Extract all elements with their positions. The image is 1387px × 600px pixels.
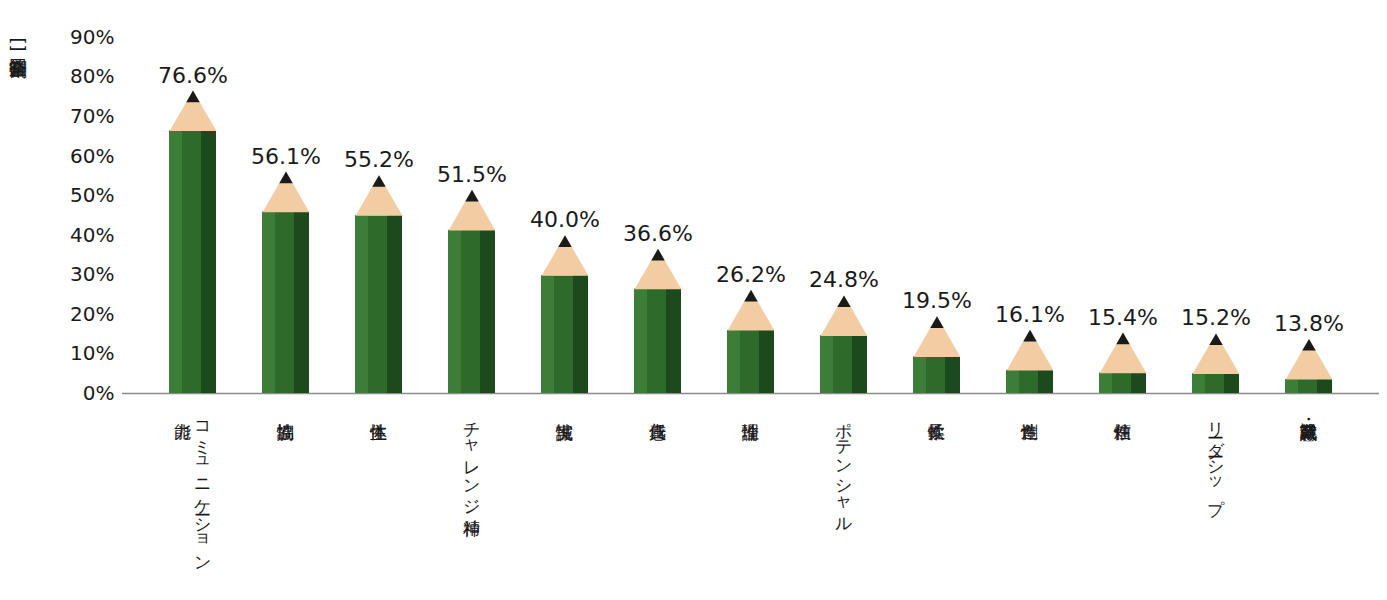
svg-text:信頼性: 信頼性 [1114,424,1132,441]
svg-text:職業観・就業意識: 職業観・就業意識 [1300,417,1318,442]
html-text:柔軟性: 柔軟性 [927,409,947,410]
svg-text:40%: 40% [70,223,114,247]
html-text:論理性: 論理性 [741,409,761,410]
svg-text:誠実性: 誠実性 [556,424,574,442]
svg-text:51.5%: 51.5% [437,162,507,187]
svg-text:36.6%: 36.6% [623,221,693,246]
svg-text:24.8%: 24.8% [809,267,879,292]
svg-text:責任感: 責任感 [649,423,667,441]
svg-text:40.0%: 40.0% [530,207,600,232]
html-text:職業観・就業意識: 職業観・就業意識 [1299,409,1319,410]
svg-text:協調性: 協調性 [277,424,295,442]
svg-text:15.4%: 15.4% [1088,305,1158,330]
svg-text:56.1%: 56.1% [251,144,321,169]
svg-text:15.2%: 15.2% [1181,305,1251,330]
svg-text:70%: 70% [70,104,114,128]
svg-text:能力: 能力 [174,424,191,441]
svg-text:コミュニケーション: コミュニケーション [193,410,213,570]
svg-text:主体性: 主体性 [370,424,388,441]
html-text:主体性: 主体性 [369,409,389,410]
html-text:誠実性: 誠実性 [555,409,575,410]
svg-text:16.1%: 16.1% [995,302,1065,327]
svg-text:20%: 20% [70,302,114,326]
html-text:協調性: 協調性 [276,409,296,410]
svg-text:55.2%: 55.2% [344,147,414,172]
svg-text:0%: 0% [83,381,115,405]
svg-text:チャレンジ精神: チャレンジ精神 [462,410,482,538]
svg-text:柔軟性: 柔軟性 [928,424,946,441]
svg-text:リーダーシップ: リーダーシップ [1206,410,1226,519]
svg-text:19.5%: 19.5% [902,288,972,313]
svg-text:90%: 90% [70,25,114,49]
svg-text:論理性: 論理性 [742,424,760,442]
svg-text:26.2%: 26.2% [716,262,786,287]
svg-text:13.8%: 13.8% [1274,311,1344,336]
html-text:責任感: 責任感 [648,409,668,410]
svg-text:76.6%: 76.6% [158,63,228,88]
html-text:創造性: 創造性 [1020,409,1040,410]
svg-text:50%: 50% [70,183,114,207]
svg-text:60%: 60% [70,144,114,168]
svg-text:創造性: 創造性 [1021,424,1039,441]
svg-text:10%: 10% [70,341,114,365]
svg-text:30%: 30% [70,262,114,286]
svg-text:ポテンシャル: ポテンシャル [834,410,854,531]
svg-text:80%: 80% [70,64,114,88]
html-text:能力: 能力 [173,409,193,410]
svg-text:[回答企業割合]: [回答企業割合] [8,38,29,79]
html-text:信頼性: 信頼性 [1113,409,1133,410]
